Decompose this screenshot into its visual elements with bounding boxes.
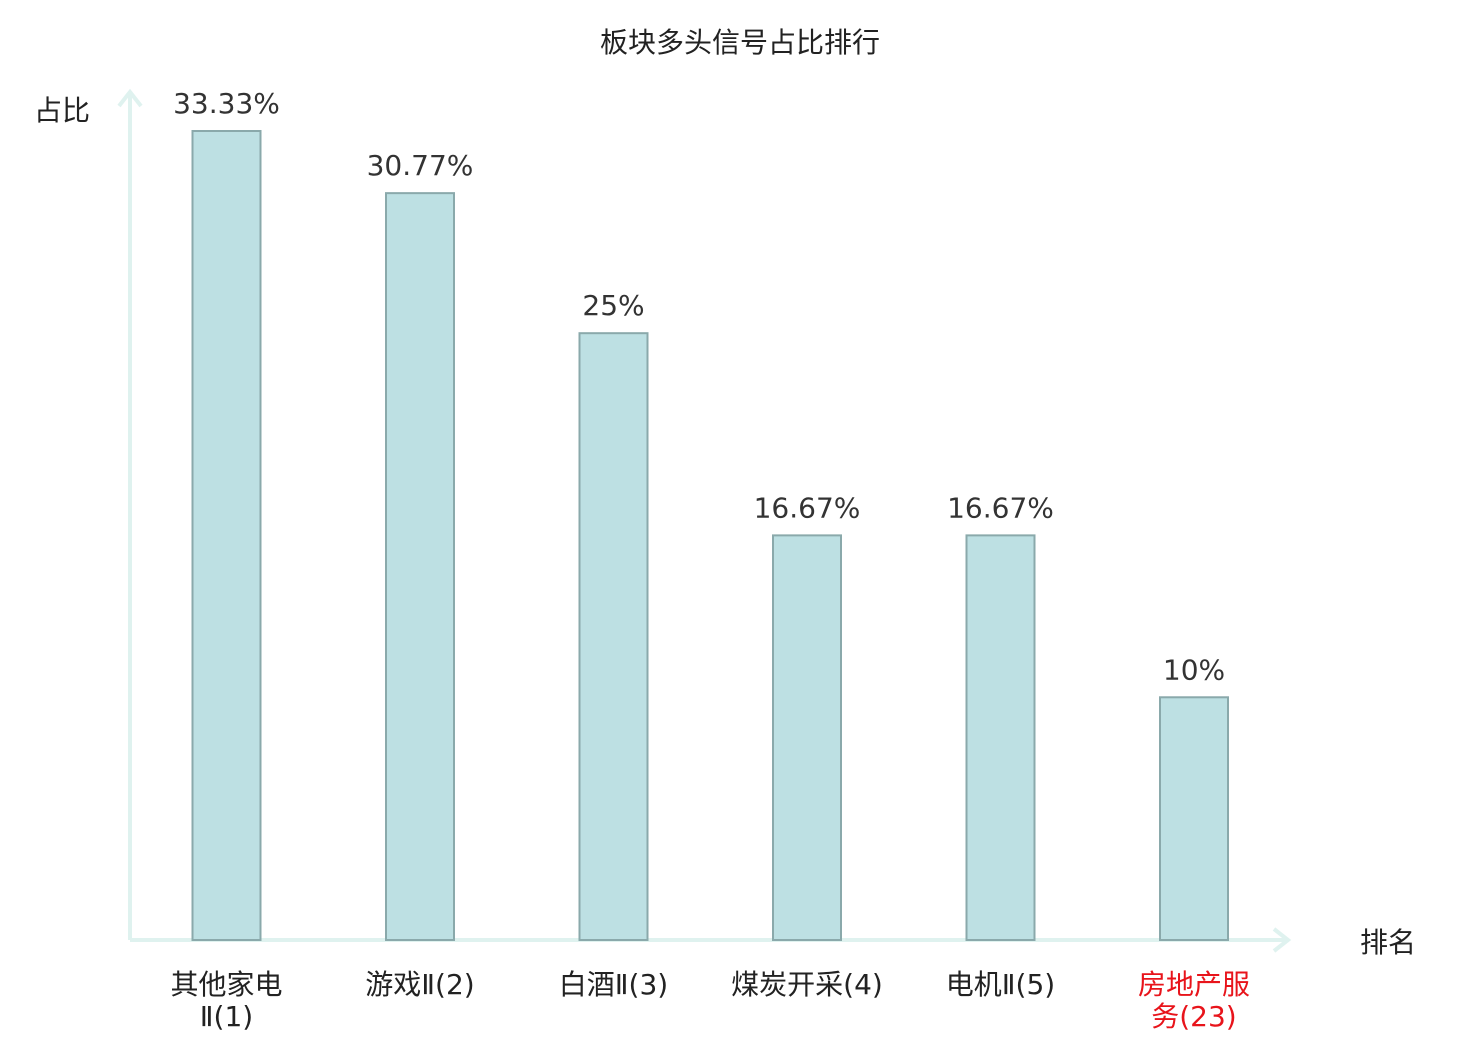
y-axis-label: 占比 [34, 94, 90, 127]
value-labels: 33.33% 30.77% 25% 16.67% 16.67% 10% [173, 87, 1225, 686]
value-label-5: 16.67% [947, 491, 1054, 524]
bar-4 [772, 534, 842, 942]
category-label-3: 白酒Ⅱ(3) [559, 968, 668, 1001]
value-label-6: 10% [1163, 653, 1225, 686]
bar-1 [191, 130, 262, 941]
y-axis-arrow [117, 88, 143, 108]
category-label-6: 房地产服务(23) [1138, 968, 1250, 1033]
chart-title: 板块多头信号占比排行 [600, 26, 880, 59]
bar-series [191, 130, 1229, 942]
bar-6 [1159, 696, 1229, 942]
category-label-2: 游戏Ⅱ(2) [365, 968, 474, 1001]
category-labels: 其他家电 Ⅱ(1) 游戏Ⅱ(2) 白酒Ⅱ(3) 煤炭开采(4) 电机Ⅱ(5) 房地产服务(2… [170, 968, 1250, 1033]
category-label-1: 其他家电 Ⅱ(1) [170, 968, 282, 1033]
category-label-5: 电机Ⅱ(5) [946, 968, 1055, 1001]
value-label-2: 30.77% [367, 149, 474, 182]
value-label-3: 25% [582, 289, 644, 322]
bar-5 [965, 534, 1036, 942]
x-axis-label: 排名 [1360, 926, 1416, 959]
x-axis-arrow [1272, 927, 1292, 953]
category-label-4: 煤炭开采(4) [731, 968, 883, 1001]
value-label-4: 16.67% [754, 491, 861, 524]
bar-3 [578, 332, 649, 941]
bar-2 [385, 192, 455, 942]
value-label-1: 33.33% [173, 87, 280, 120]
